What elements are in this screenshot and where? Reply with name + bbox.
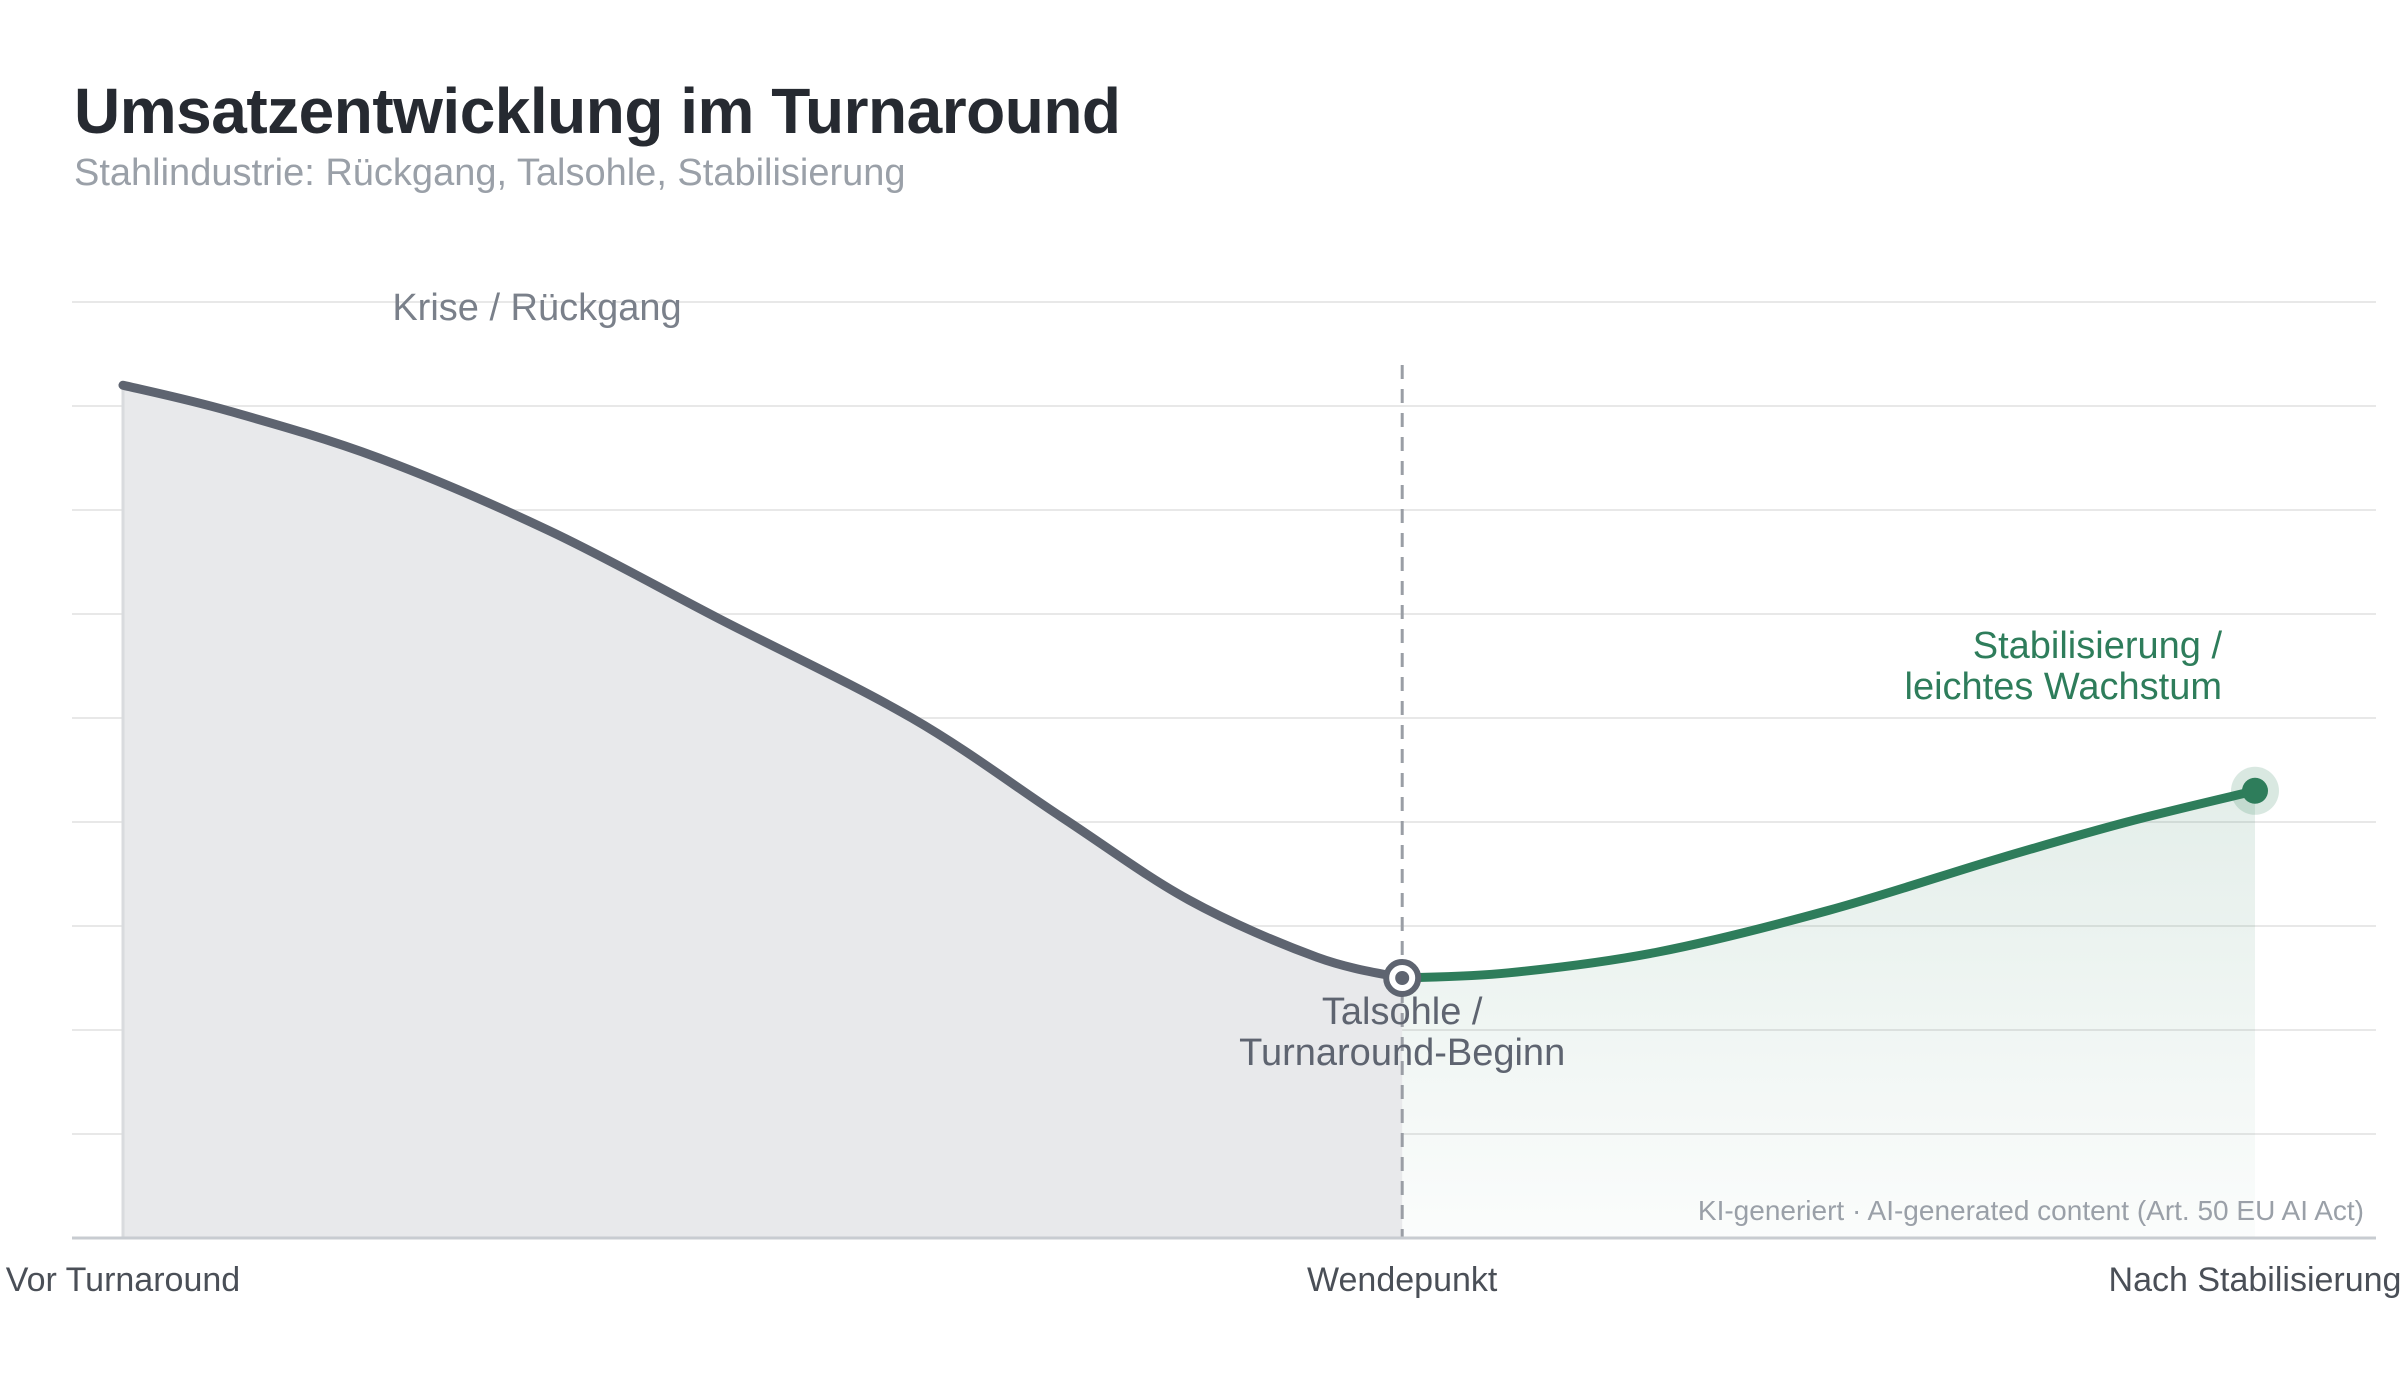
x-tick-label: Nach Stabilisierung (2109, 1261, 2400, 1299)
trough-annotation-line: Talsohle / (1322, 991, 1483, 1033)
recovery-annotation-line: leichtes Wachstum (1905, 666, 2222, 708)
ai-disclaimer: KI-generiert · AI-generated content (Art… (1698, 1195, 2364, 1226)
area-fills (121, 385, 2255, 1238)
x-tick-label: Wendepunkt (1307, 1261, 1498, 1299)
recovery-annotation-line: Stabilisierung / (1973, 625, 2223, 667)
annotations: Krise / Rückgang Talsohle /Turnaround-Beg… (392, 287, 2222, 1074)
chart-title: Umsatzentwicklung im Turnaround (74, 75, 1121, 147)
decline-area (123, 385, 1403, 1238)
end-point-marker (2242, 777, 2268, 804)
x-tick-label: Vor Turnaround (6, 1261, 240, 1299)
chart-subtitle: Stahlindustrie: Rückgang, Talsohle, Stab… (74, 152, 906, 194)
recovery-line (1397, 786, 2260, 983)
recovery-area (1402, 790, 2255, 1238)
decline-line (118, 380, 1407, 983)
trough-annotation-line: Turnaround-Beginn (1239, 1032, 1565, 1074)
data-points (1383, 766, 2279, 997)
decline-annotation-line: Krise / Rückgang (392, 287, 681, 329)
x-tick-labels: Vor Turnaround Wendepunkt Nach Stabilisier… (6, 1261, 2400, 1299)
turning-point-marker-core (1395, 971, 1410, 985)
series-lines (118, 380, 2260, 983)
